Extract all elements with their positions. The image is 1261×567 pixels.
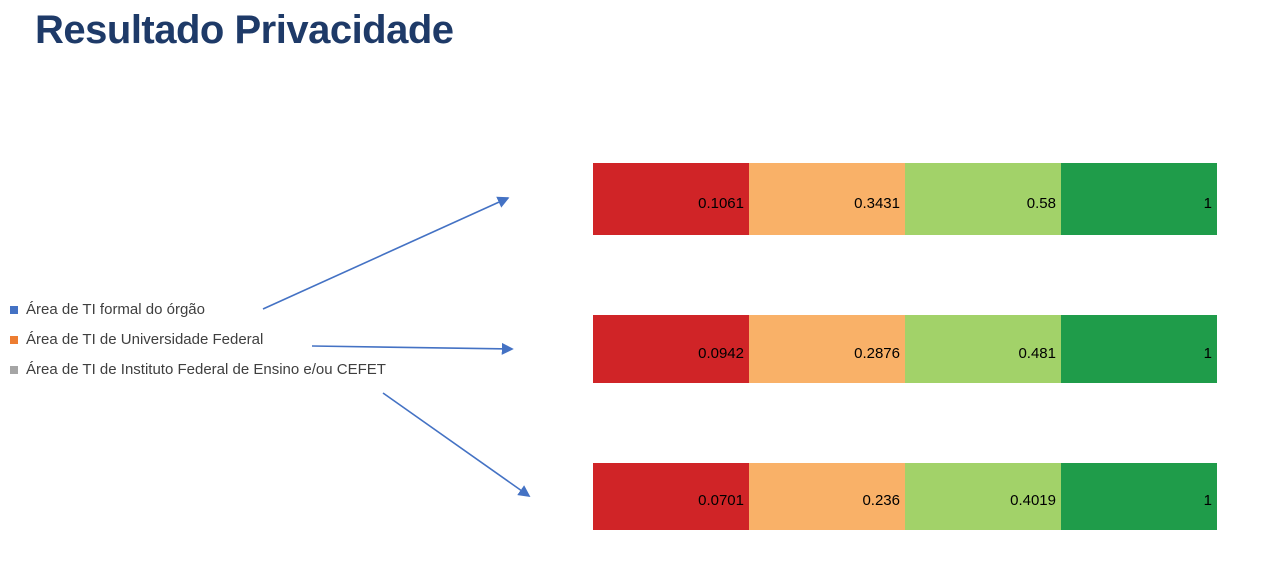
- bar3-segment-red: 0.0701: [593, 463, 749, 530]
- bar3-segment-orange: 0.236: [749, 463, 905, 530]
- legend-item-formal-orgao: Área de TI formal do órgão: [10, 301, 386, 318]
- bar2-segment-green: 1: [1061, 315, 1217, 383]
- bar2-segment-lightgreen: 0.481: [905, 315, 1061, 383]
- bar1-label-4: 1: [1203, 194, 1212, 212]
- bar2-label-3: 0.481: [1018, 344, 1056, 362]
- bar1-label-1: 0.1061: [698, 194, 744, 212]
- bar3-label-4: 1: [1203, 492, 1212, 509]
- bar1-label-2: 0.3431: [854, 194, 900, 212]
- arrow-to-bar-3-icon: [382, 392, 531, 498]
- bar3-label-1: 0.0701: [698, 492, 744, 509]
- legend-item-instituto-federal: Área de TI de Instituto Federal de Ensin…: [10, 361, 386, 378]
- legend-item-universidade-federal: Área de TI de Universidade Federal: [10, 331, 386, 348]
- legend-swatch-orange-icon: [10, 335, 18, 344]
- bar2-label-4: 1: [1203, 344, 1212, 362]
- arrow-to-bar-1-icon: [262, 196, 510, 310]
- bar1-segment-green: 1: [1061, 163, 1217, 235]
- legend-item-label: Área de TI de Universidade Federal: [26, 331, 264, 348]
- bar3-segment-green: 1: [1061, 463, 1217, 530]
- bar2-label-2: 0.2876: [854, 344, 900, 362]
- bar1-segment-lightgreen: 0.58: [905, 163, 1061, 235]
- legend-swatch-gray-icon: [10, 365, 18, 374]
- legend-swatch-blue-icon: [10, 305, 18, 314]
- legend-item-label: Área de TI formal do órgão: [26, 301, 205, 318]
- bar2-segment-red: 0.0942: [593, 315, 749, 383]
- bar3-label-3: 0.4019: [1010, 492, 1056, 509]
- bar1-segment-orange: 0.3431: [749, 163, 905, 235]
- bar1-label-3: 0.58: [1026, 194, 1056, 212]
- page-title: Resultado Privacidade: [35, 8, 454, 52]
- bar2-label-1: 0.0942: [698, 344, 744, 362]
- bar1-segment-red: 0.1061: [593, 163, 749, 235]
- legend-item-label: Área de TI de Instituto Federal de Ensin…: [26, 361, 386, 378]
- scale-bar-instituto-federal: 0.0701 0.236 0.4019 1: [593, 463, 1217, 530]
- scale-bar-formal-orgao: 0.1061 0.3431 0.58 1: [593, 163, 1217, 235]
- bar2-segment-orange: 0.2876: [749, 315, 905, 383]
- legend: Área de TI formal do órgão Área de TI de…: [10, 301, 386, 391]
- bar3-label-2: 0.236: [862, 492, 900, 509]
- bar3-segment-lightgreen: 0.4019: [905, 463, 1061, 530]
- scale-bar-universidade-federal: 0.0942 0.2876 0.481 1: [593, 315, 1217, 383]
